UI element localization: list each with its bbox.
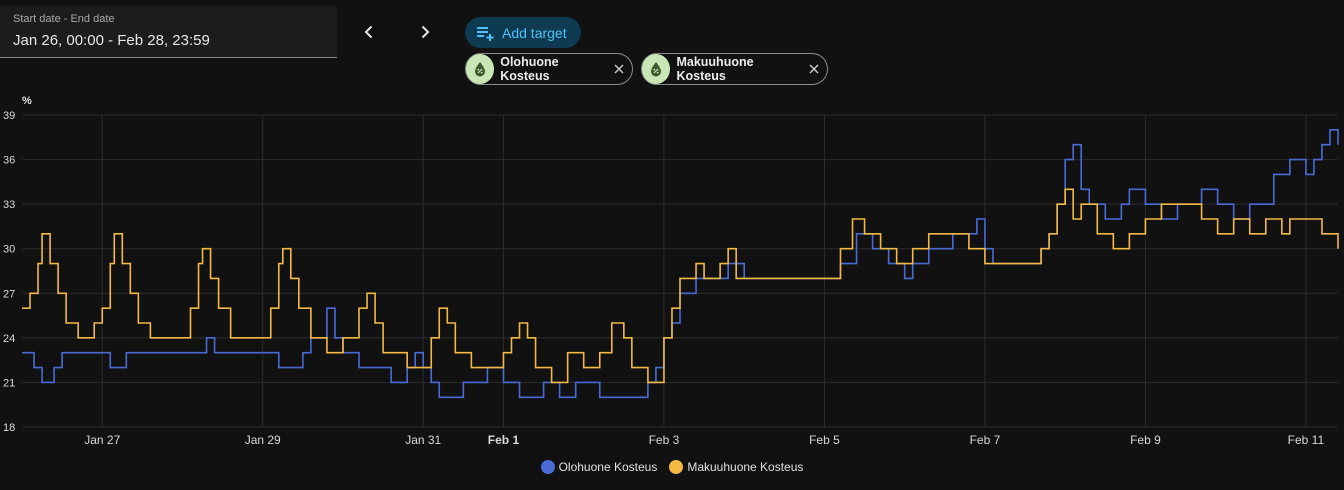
date-range-label: Start date - End date xyxy=(13,13,115,25)
y-axis-unit-label: % xyxy=(22,95,32,107)
add-target-label: Add target xyxy=(502,24,567,41)
chevron-left-icon xyxy=(364,25,373,39)
x-tick-label: Feb 9 xyxy=(1130,433,1161,447)
series-line-olohuone[interactable] xyxy=(22,129,1339,399)
x-tick-label: Jan 29 xyxy=(245,433,281,447)
chip-label: Makuuhuone Kosteus xyxy=(676,55,754,83)
target-chip-makuuhuone[interactable]: Makuuhuone Kosteus xyxy=(641,53,828,85)
playlist-plus-icon xyxy=(477,26,494,41)
water-percent-icon xyxy=(466,54,495,84)
x-tick-label: Jan 27 xyxy=(84,433,120,447)
x-tick-label: Feb 1 xyxy=(488,433,520,447)
y-tick-label: 30 xyxy=(3,244,15,256)
previous-range-button[interactable] xyxy=(353,16,385,48)
y-tick-label: 27 xyxy=(3,288,15,300)
y-tick-label: 21 xyxy=(3,377,15,389)
date-range-value[interactable]: Jan 26, 00:00 - Feb 28, 23:59 xyxy=(13,32,210,49)
y-tick-label: 33 xyxy=(3,199,15,211)
chevron-right-icon xyxy=(421,25,430,39)
humidity-line-chart[interactable]: 18 21 24 27 30 33 36 39 Jan 27 Jan 29 Jan 31 Feb 1 F… xyxy=(0,90,1344,455)
chart-legend: Olohuone Kosteus Makuuhuone Kosteus xyxy=(0,460,1344,474)
close-icon[interactable] xyxy=(613,62,626,76)
chip-label: Olohuone Kosteus xyxy=(500,55,559,83)
legend-swatch xyxy=(540,460,555,474)
date-range-picker[interactable]: Start date - End date Jan 26, 00:00 - Fe… xyxy=(0,6,337,58)
next-range-button[interactable] xyxy=(409,16,441,48)
x-tick-label: Feb 5 xyxy=(809,433,840,447)
target-chip-olohuone[interactable]: Olohuone Kosteus xyxy=(465,53,633,85)
legend-swatch xyxy=(669,460,684,474)
add-target-button[interactable]: Add target xyxy=(465,17,581,48)
x-tick-label: Jan 31 xyxy=(405,433,441,447)
water-percent-icon xyxy=(642,54,671,84)
y-tick-label: 18 xyxy=(3,422,15,434)
legend-label: Makuuhuone Kosteus xyxy=(687,460,804,474)
x-tick-label: Feb 11 xyxy=(1288,433,1325,447)
y-tick-label: 39 xyxy=(3,110,15,122)
y-tick-label: 36 xyxy=(3,155,15,167)
legend-item-makuuhuone[interactable]: Makuuhuone Kosteus xyxy=(669,460,803,474)
x-tick-label: Feb 3 xyxy=(649,433,680,447)
y-tick-label: 24 xyxy=(3,333,15,345)
close-icon[interactable] xyxy=(808,62,821,76)
legend-item-olohuone[interactable]: Olohuone Kosteus xyxy=(540,460,658,474)
x-tick-label: Feb 7 xyxy=(970,433,1001,447)
series-line-makuuhuone[interactable] xyxy=(22,188,1339,384)
legend-label: Olohuone Kosteus xyxy=(558,460,658,474)
